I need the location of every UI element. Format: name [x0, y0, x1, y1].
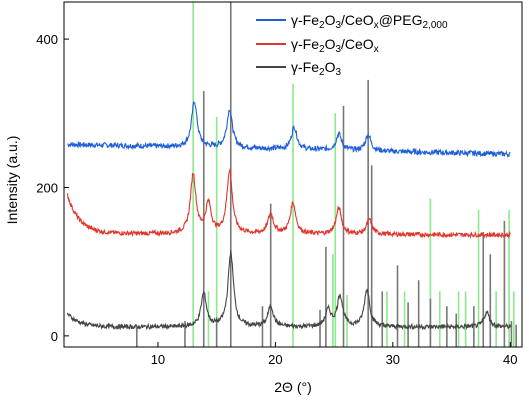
series-lines: [66, 100, 511, 331]
series-line: [67, 100, 511, 159]
series-line: [66, 167, 511, 240]
y-tick-label: 400: [36, 32, 58, 47]
y-axis: 0 200 400: [36, 32, 69, 344]
x-tick-label: 40: [503, 352, 517, 367]
x-axis-title: 2Θ (°): [274, 379, 312, 395]
plot-frame: [63, 1, 523, 348]
legend-label-peg: γ-Fe2O3/CeOx@PEG2,000: [291, 12, 448, 31]
y-tick-label: 200: [36, 180, 58, 195]
x-tick-label: 10: [151, 352, 165, 367]
x-axis: 10 20 30 40: [151, 342, 517, 367]
legend-label-ceox: γ-Fe2O3/CeOx: [291, 36, 379, 55]
x-tick-label: 30: [386, 352, 400, 367]
legend: γ-Fe2O3/CeOx@PEG2,000 γ-Fe2O3/CeOx γ-Fe2…: [256, 12, 448, 78]
series-line: [66, 250, 511, 331]
x-tick-label: 20: [268, 352, 282, 367]
y-tick-label: 0: [51, 329, 58, 344]
y-axis-title: Intensity (a.u.): [4, 136, 20, 225]
legend-label-fe2o3: γ-Fe2O3: [291, 59, 341, 78]
